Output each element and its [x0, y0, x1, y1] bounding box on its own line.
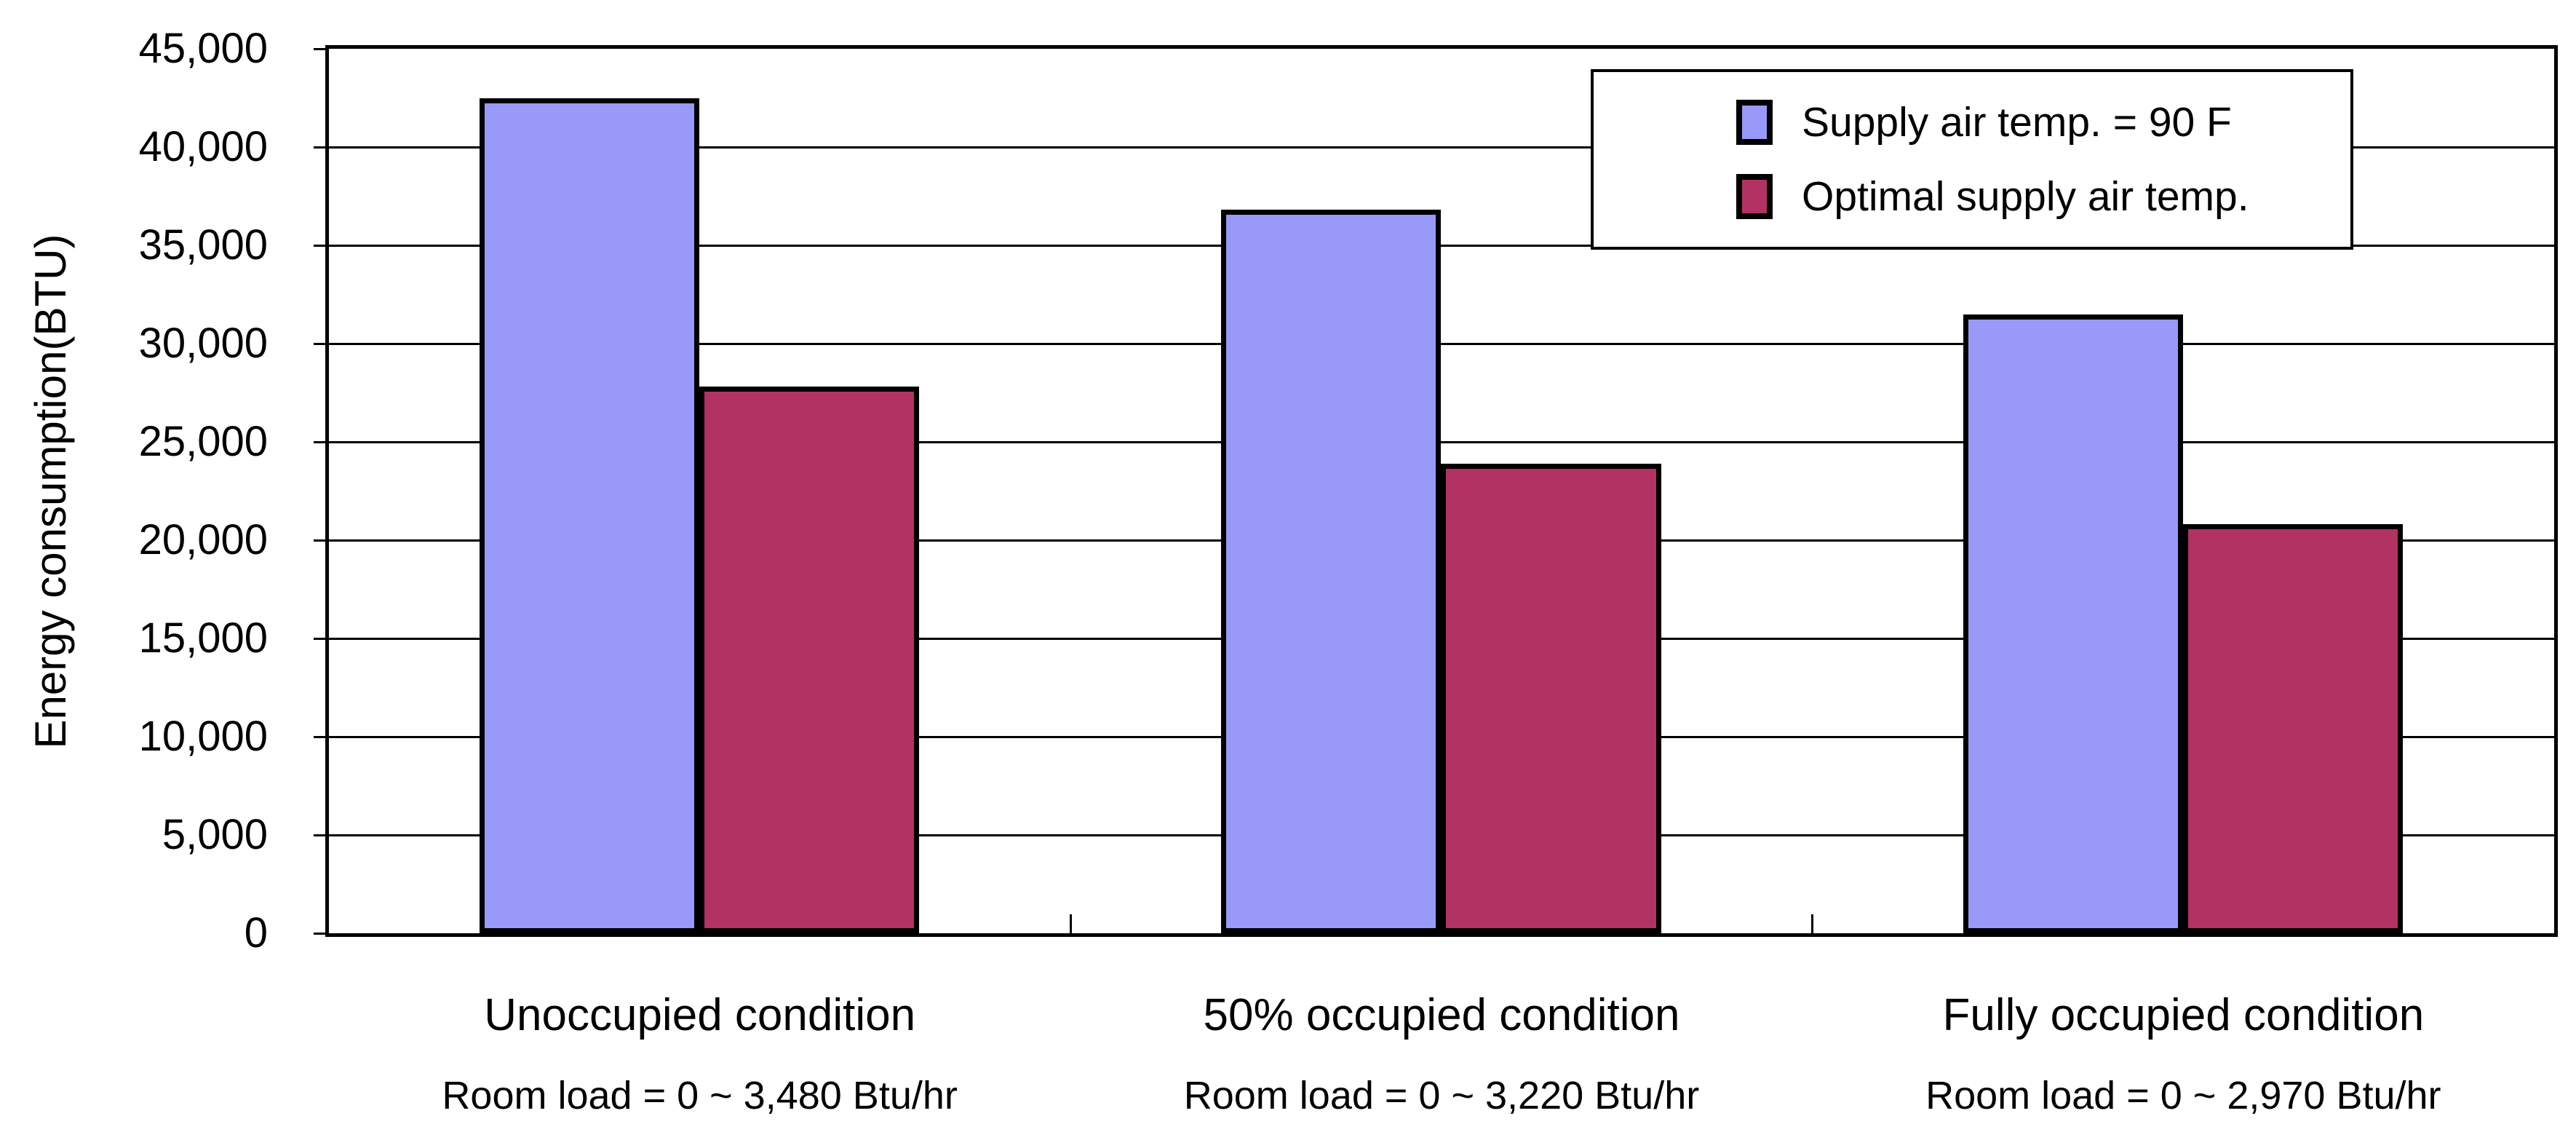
y-tick-label-5000: 5,000	[162, 811, 268, 858]
y-tick-label-40000: 40,000	[138, 123, 268, 170]
gridline-30000	[329, 342, 2554, 345]
y-tick-mark-30000	[314, 342, 327, 345]
bar-series1-category3	[1963, 314, 2183, 933]
y-tick-mark-0	[314, 932, 327, 935]
category-label-3: Fully occupied condition	[1942, 990, 2425, 1040]
y-tick-mark-25000	[314, 440, 327, 443]
y-tick-label-25000: 25,000	[138, 418, 268, 465]
y-tick-mark-10000	[314, 735, 327, 738]
y-tick-mark-5000	[314, 834, 327, 836]
y-tick-label-20000: 20,000	[138, 516, 268, 563]
bar-series2-category3	[2182, 524, 2404, 933]
bar-series1-category2	[1221, 210, 1442, 933]
y-tick-label-15000: 15,000	[138, 614, 268, 662]
bar-series2-category1	[699, 387, 920, 933]
y-tick-mark-20000	[314, 539, 327, 542]
category-label-1: Unoccupied condition	[484, 990, 916, 1040]
legend: Supply air temp. = 90 F Optimal supply ai…	[1591, 69, 2353, 250]
y-tick-label-35000: 35,000	[138, 221, 268, 269]
legend-swatch-icon	[1736, 174, 1773, 219]
bar-series2-category2	[1441, 463, 1661, 933]
y-tick-mark-15000	[314, 637, 327, 640]
y-tick-mark-40000	[314, 146, 327, 149]
y-tick-label-45000: 45,000	[138, 25, 268, 72]
category-sublabel-2: Room load = 0 ~ 3,220 Btu/hr	[1183, 1074, 1700, 1117]
legend-label-1: Supply air temp. = 90 F	[1802, 99, 2232, 146]
gridline-40000	[329, 146, 2554, 149]
gridline-35000	[329, 244, 2554, 247]
legend-row-1: Supply air temp. = 90 F	[1736, 100, 2350, 145]
legend-row-2: Optimal supply air temp.	[1736, 174, 2350, 219]
y-tick-label-0: 0	[244, 909, 268, 957]
legend-swatch-icon	[1736, 100, 1773, 145]
bar-series1-category1	[479, 98, 700, 933]
category-boundary-tick-2	[1811, 914, 1814, 933]
y-tick-label-10000: 10,000	[138, 713, 268, 760]
category-boundary-tick-1	[1069, 914, 1072, 933]
category-sublabel-1: Room load = 0 ~ 3,480 Btu/hr	[442, 1074, 958, 1117]
legend-label-2: Optimal supply air temp.	[1802, 173, 2249, 220]
y-tick-label-30000: 30,000	[138, 320, 268, 367]
y-tick-mark-35000	[314, 244, 327, 247]
category-sublabel-3: Room load = 0 ~ 2,970 Btu/hr	[1925, 1074, 2441, 1117]
y-tick-mark-45000	[314, 47, 327, 50]
category-label-2: 50% occupied condition	[1203, 990, 1680, 1040]
gridline-25000	[329, 440, 2554, 443]
